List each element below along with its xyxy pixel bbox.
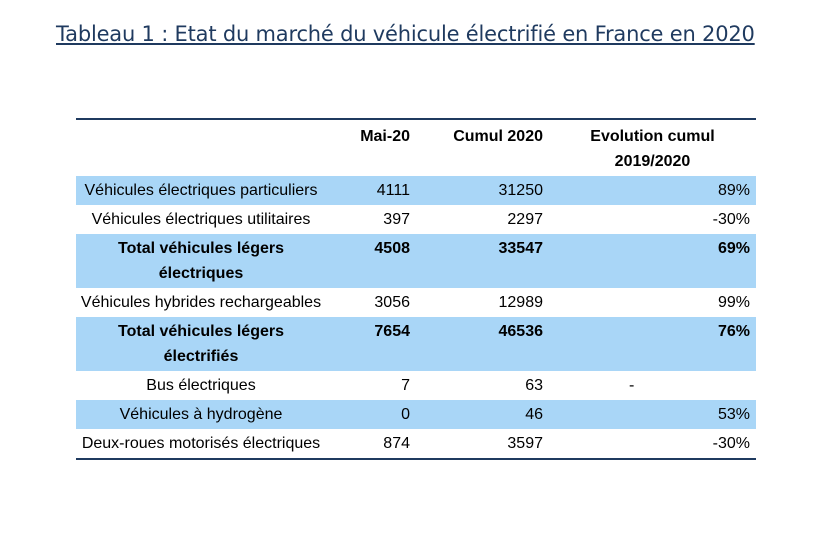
cell-mai: 4508 <box>328 234 416 288</box>
cell-cumul: 46 <box>416 400 549 429</box>
cell-mai: 3056 <box>374 294 410 311</box>
table-row: Véhicules électriques particuliers 4111 31… <box>76 176 756 205</box>
header-label <box>76 119 328 176</box>
header-cumul: Cumul 2020 <box>453 128 543 145</box>
row-label: Véhicules électriques particuliers <box>76 176 328 205</box>
header-mai: Mai-20 <box>360 128 410 145</box>
row-label: Total véhicules légers électrifiés <box>76 317 328 371</box>
row-label: Véhicules électriques utilitaires <box>91 211 311 228</box>
cell-mai: 0 <box>328 400 416 429</box>
cell-evolution: 99% <box>717 294 750 311</box>
cell-mai: 397 <box>383 211 410 228</box>
row-label: Bus électriques <box>146 377 256 394</box>
row-label: Deux-roues motorisés électriques <box>81 435 321 452</box>
table-row: Total véhicules légers électriques 4508 33… <box>76 234 756 288</box>
cell-evolution: -30% <box>712 435 750 452</box>
row-label: Véhicules à hydrogène <box>76 400 328 429</box>
market-table: Mai-20 Cumul 2020 Evolution cumul 2019/2… <box>76 118 756 460</box>
table-row: Deux-roues motorisés électriques 874 3597 -… <box>76 429 756 459</box>
cell-cumul: 2297 <box>507 211 543 228</box>
table-row: Bus électriques 7 63 - <box>76 371 756 400</box>
cell-mai: 7654 <box>328 317 416 371</box>
document-title: Tableau 1 : Etat du marché du véhicule é… <box>56 22 755 46</box>
cell-cumul: 31250 <box>416 176 549 205</box>
cell-mai: 4111 <box>328 176 416 205</box>
cell-evolution: 76% <box>549 317 756 371</box>
header-evolution: Evolution cumul 2019/2020 <box>590 128 715 170</box>
cell-cumul: 63 <box>525 377 543 394</box>
cell-evolution: 69% <box>549 234 756 288</box>
table-header-row: Mai-20 Cumul 2020 Evolution cumul 2019/2… <box>76 119 756 176</box>
cell-evolution: 89% <box>549 176 756 205</box>
cell-cumul: 3597 <box>507 435 543 452</box>
row-label: Véhicules hybrides rechargeables <box>80 294 322 311</box>
table-row: Total véhicules légers électrifiés 7654 46… <box>76 317 756 371</box>
cell-cumul: 46536 <box>416 317 549 371</box>
cell-cumul: 33547 <box>416 234 549 288</box>
cell-evolution: -30% <box>712 211 750 228</box>
cell-mai: 874 <box>383 435 410 452</box>
cell-evolution: - <box>629 377 635 394</box>
row-label: Total véhicules légers électriques <box>76 234 328 288</box>
cell-evolution: 53% <box>549 400 756 429</box>
table-row: Véhicules hybrides rechargeables 3056 1298… <box>76 288 756 317</box>
cell-mai: 7 <box>401 377 410 394</box>
table-row: Véhicules électriques utilitaires 397 2297… <box>76 205 756 234</box>
cell-cumul: 12989 <box>498 294 544 311</box>
table-row: Véhicules à hydrogène 0 46 53% <box>76 400 756 429</box>
